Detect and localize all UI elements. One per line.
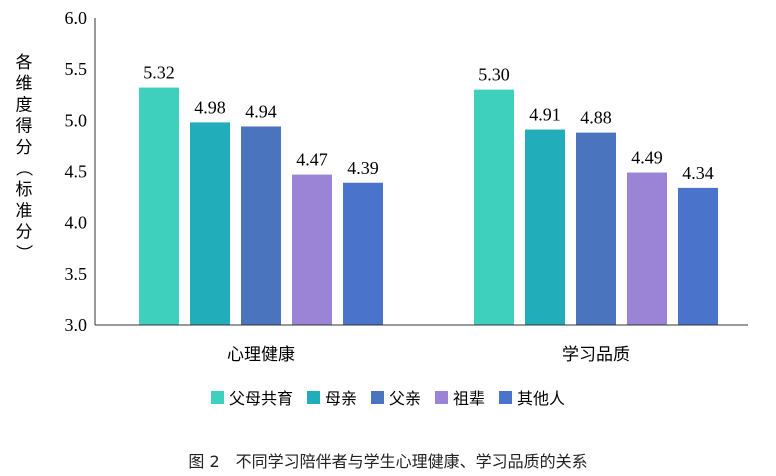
legend-swatch (370, 390, 384, 404)
data-label: 4.34 (682, 163, 714, 183)
data-label: 4.88 (580, 108, 612, 128)
legend-swatch (210, 390, 224, 404)
x-category-label: 学习品质 (562, 345, 630, 365)
legend-swatch (306, 390, 320, 404)
y-axis-label-char: （ (13, 160, 33, 177)
y-tick-label: 3.0 (65, 315, 88, 335)
data-label: 4.49 (631, 148, 663, 168)
legend-label: 祖辈 (453, 389, 486, 408)
y-tick-label: 5.5 (65, 59, 88, 79)
bar (139, 87, 179, 325)
data-label: 4.39 (347, 158, 379, 178)
legend-label: 母亲 (324, 389, 357, 408)
y-axis-label-char: ） (13, 244, 33, 261)
y-axis-label-char: 维 (16, 74, 33, 94)
y-tick-label: 3.5 (65, 264, 88, 284)
legend-label: 父母共育 (228, 389, 293, 408)
x-axis-categories: 心理健康 学习品质 (227, 345, 630, 365)
legend-label: 其他人 (517, 389, 566, 408)
bar (190, 122, 230, 325)
legend-item: 父母共育 (210, 385, 293, 409)
legend-swatch (435, 390, 448, 404)
data-label: 4.98 (194, 97, 226, 117)
data-label: 4.94 (245, 101, 277, 121)
axes (94, 18, 748, 326)
bar (474, 89, 514, 325)
y-axis-label-char: 分 (16, 138, 33, 158)
bar-series (139, 87, 718, 326)
y-axis-label-char: 标 (16, 180, 33, 200)
y-axis-ticks: 3.0 3.5 4.0 4.5 5.0 5.5 6.0 (65, 8, 88, 335)
y-axis-label-char: 得 (16, 117, 33, 137)
data-label: 4.47 (296, 150, 328, 170)
bar (525, 129, 565, 325)
bar (343, 182, 383, 325)
y-tick-label: 4.5 (65, 162, 88, 182)
bar (576, 132, 616, 325)
figure-caption: 图 2 不同学习陪伴者与学生心理健康、学习品质的关系 (188, 452, 588, 471)
y-tick-label: 6.0 (65, 8, 88, 28)
y-axis-label-char: 度 (16, 95, 33, 115)
y-axis-label-char: 分 (16, 223, 33, 243)
bar (292, 174, 332, 325)
y-tick-label: 4.0 (65, 213, 88, 233)
bar (627, 172, 667, 325)
y-axis-label-char: 各 (16, 53, 33, 73)
bar (678, 187, 718, 325)
data-label: 5.32 (143, 63, 175, 83)
legend: 父母共育 母亲 父亲 祖辈 其他人 (0, 385, 776, 409)
y-axis-label-char: 准 (16, 201, 33, 221)
bar (241, 126, 281, 326)
legend-swatch (499, 390, 513, 404)
y-tick-label: 5.0 (65, 110, 88, 130)
data-label: 5.30 (478, 65, 510, 85)
legend-item: 母亲 (306, 385, 357, 409)
legend-item: 其他人 (499, 385, 565, 409)
x-category-label: 心理健康 (227, 345, 295, 365)
legend-item: 祖辈 (435, 385, 485, 409)
data-labels: 5.32 4.98 4.94 4.47 4.39 5.30 4.91 4.88 4.49 4.34 (143, 63, 714, 183)
legend-item: 父亲 (370, 385, 421, 409)
data-label: 4.91 (529, 105, 561, 125)
legend-label: 父亲 (388, 389, 421, 408)
